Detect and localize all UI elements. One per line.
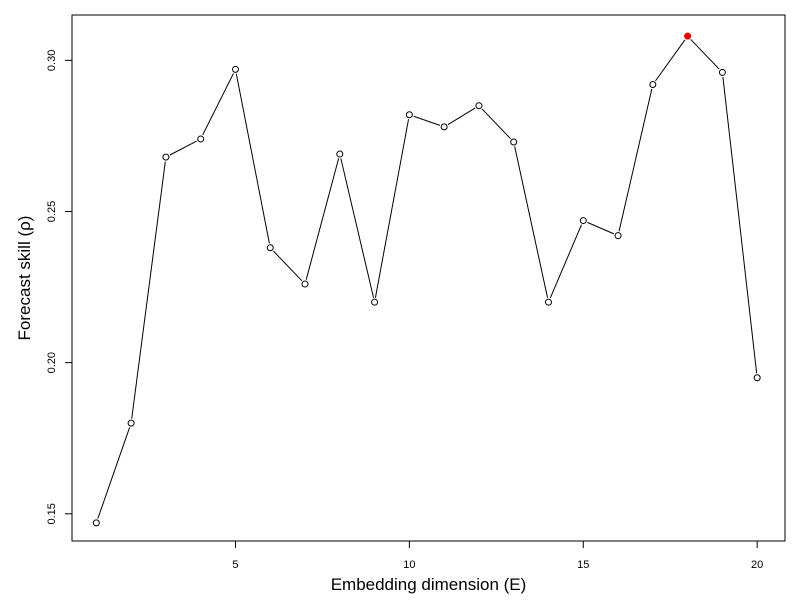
series-layer <box>92 32 761 527</box>
data-point <box>440 123 448 131</box>
data-point <box>579 217 587 225</box>
series-line-segment <box>618 88 653 232</box>
data-point <box>544 298 552 306</box>
data-point <box>127 419 135 427</box>
data-point <box>162 153 170 161</box>
y-tick-label: 0.15 <box>46 503 58 524</box>
data-point <box>475 102 483 110</box>
y-tick-label: 0.20 <box>46 352 58 373</box>
data-point <box>336 150 344 158</box>
series-line-segment <box>655 39 686 82</box>
x-tick-label: 20 <box>751 559 763 571</box>
data-point <box>753 374 761 382</box>
data-point <box>371 298 379 306</box>
series-line-segment <box>202 73 234 136</box>
plot-frame <box>71 14 786 542</box>
data-point <box>231 65 239 73</box>
x-tick-label: 15 <box>577 559 589 571</box>
data-point <box>92 519 100 527</box>
data-point <box>405 111 413 119</box>
y-tick-label: 0.30 <box>46 50 58 71</box>
x-axis: 5 10 15 20 <box>232 541 763 571</box>
series-line-segment <box>340 158 375 298</box>
data-point <box>197 135 205 143</box>
series-line-segment <box>413 115 441 126</box>
y-tick-label: 0.25 <box>46 201 58 222</box>
series-line-segment <box>587 221 615 235</box>
series-line-segment <box>549 224 582 299</box>
series-line-segment <box>722 76 758 374</box>
data-point <box>718 68 726 76</box>
highlighted-data-point <box>684 32 692 40</box>
series-line-segment <box>97 427 131 519</box>
x-tick-label: 10 <box>403 559 415 571</box>
series-line-segment <box>235 73 270 244</box>
series-line-segment <box>514 146 549 298</box>
series-line-segment <box>374 119 410 298</box>
series-line-segment <box>305 158 340 280</box>
series-line-segment <box>481 108 511 140</box>
data-point <box>649 81 657 89</box>
y-axis: 0.15 0.20 0.25 0.30 <box>46 50 72 525</box>
x-axis-title: Embedding dimension (E) <box>331 575 527 594</box>
y-axis-title: Forecast skill (ρ) <box>15 216 34 341</box>
series-line-segment <box>169 140 197 156</box>
series-line-segment <box>273 250 303 282</box>
data-point <box>614 232 622 240</box>
series-line-segment <box>447 107 476 125</box>
x-tick-label: 5 <box>232 559 238 571</box>
data-point <box>266 244 274 252</box>
series-line-segment <box>131 161 166 419</box>
data-point <box>301 280 309 288</box>
data-point <box>510 138 518 146</box>
series-line-segment <box>690 39 720 70</box>
